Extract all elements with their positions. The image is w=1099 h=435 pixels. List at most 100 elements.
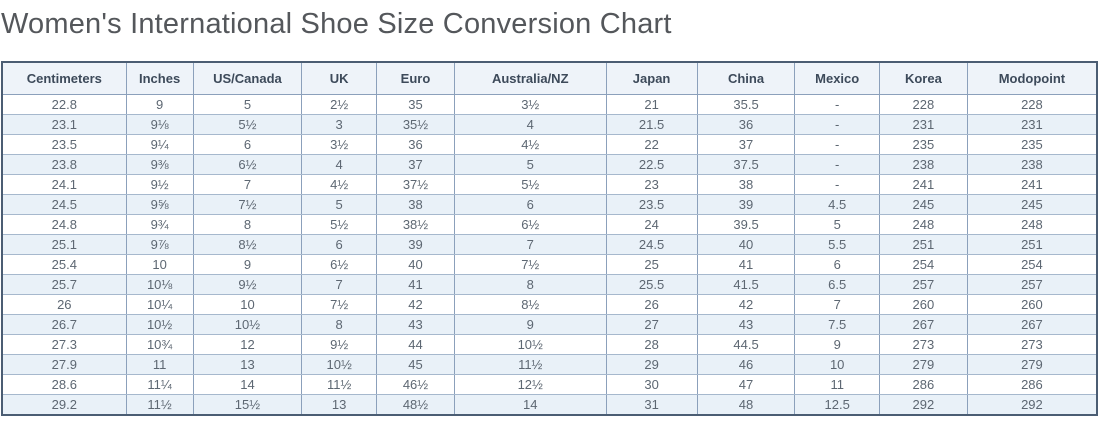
table-cell: 31 [605, 394, 698, 416]
table-cell: 37 [375, 154, 455, 175]
table-cell: 7.5 [794, 314, 880, 335]
table-cell: 11 [125, 354, 194, 375]
table-cell: 6 [453, 194, 607, 215]
table-cell: 44.5 [696, 334, 796, 355]
table-header: Centimeters Inches US/Canada UK Euro Australi… [1, 61, 1098, 95]
table-cell: 22.8 [1, 94, 127, 115]
table-cell: 4½ [301, 174, 377, 195]
table-cell: 8½ [192, 234, 303, 255]
table-cell: 238 [878, 154, 968, 175]
table-cell: 7 [301, 274, 377, 295]
table-cell: 5 [301, 194, 377, 215]
table-cell: - [794, 134, 880, 155]
table-cell: 38 [696, 174, 796, 195]
table-cell: 241 [878, 174, 968, 195]
table-cell: 23.1 [1, 114, 127, 135]
table-cell: 286 [966, 374, 1098, 395]
table-cell: 3½ [453, 94, 607, 115]
table-cell: 10½ [125, 314, 194, 335]
table-cell: 5 [453, 154, 607, 175]
table-cell: 6.5 [794, 274, 880, 295]
table-cell: 23 [605, 174, 698, 195]
table-cell: 24 [605, 214, 698, 235]
table-cell: 35 [375, 94, 455, 115]
table-cell: 6 [794, 254, 880, 275]
table-cell: 292 [966, 394, 1098, 416]
table-cell: 9⅝ [125, 194, 194, 215]
table-cell: 11½ [453, 354, 607, 375]
table-cell: 41.5 [696, 274, 796, 295]
table-cell: 24.8 [1, 214, 127, 235]
table-cell: 257 [966, 274, 1098, 295]
table-cell: 13 [192, 354, 303, 375]
table-cell: 35½ [375, 114, 455, 135]
table-cell: - [794, 174, 880, 195]
table-cell: 5 [794, 214, 880, 235]
table-cell: 26 [605, 294, 698, 315]
table-cell: 48 [696, 394, 796, 416]
table-row: 29.2 11½ 15½ 13 48½ 14 31 48 12.5 292 292 [1, 394, 1098, 416]
table-cell: 45 [375, 354, 455, 375]
table-cell: 11½ [301, 374, 377, 395]
table-cell: 7 [794, 294, 880, 315]
table-cell: 10 [794, 354, 880, 375]
conversion-table: Centimeters Inches US/Canada UK Euro Australi… [1, 61, 1098, 416]
table-cell: 10½ [192, 314, 303, 335]
table-cell: 43 [375, 314, 455, 335]
table-row: 23.8 9⅜ 6½ 4 37 5 22.5 37.5-238 238 [1, 154, 1098, 175]
table-body: 22.8 9 5 2½ 35 3½ 21 35.5-228 228 23.1 9⅛ 5½ 3 35½ 4 21… [1, 94, 1098, 416]
table-cell: 245 [878, 194, 968, 215]
table-cell: 4 [453, 114, 607, 135]
table-cell: 12.5 [794, 394, 880, 416]
table-cell: 254 [966, 254, 1098, 275]
header-row: Centimeters Inches US/Canada UK Euro Australi… [1, 61, 1098, 95]
table-cell: 9⅜ [125, 154, 194, 175]
table-cell: 9½ [301, 334, 377, 355]
table-cell: 37.5 [696, 154, 796, 175]
table-row: 24.8 9¾ 8 5½ 38½ 6½ 24 39.5 5 248 248 [1, 214, 1098, 235]
table-cell: 39.5 [696, 214, 796, 235]
table-row: 26.7 10½ 10½ 8 43 9 27 43 7.5 267 267 [1, 314, 1098, 335]
table-cell: 260 [878, 294, 968, 315]
table-cell: 48½ [375, 394, 455, 416]
table-row: 24.1 9½ 7 4½ 37½ 5½ 23 38-241 241 [1, 174, 1098, 195]
table-cell: 39 [696, 194, 796, 215]
table-cell: 23.5 [1, 134, 127, 155]
table-cell: 9⅛ [125, 114, 194, 135]
table-cell: 44 [375, 334, 455, 355]
table-cell: 245 [966, 194, 1098, 215]
table-cell: 273 [878, 334, 968, 355]
table-cell: 9⅞ [125, 234, 194, 255]
table-cell: 228 [966, 94, 1098, 115]
table-row: 24.5 9⅝ 7½ 5 38 6 23.5 39 4.5 245 245 [1, 194, 1098, 215]
column-header-centimeters: Centimeters [1, 61, 127, 95]
table-cell: 24.5 [1, 194, 127, 215]
table-cell: 292 [878, 394, 968, 416]
table-cell: 251 [966, 234, 1098, 255]
table-cell: 22 [605, 134, 698, 155]
table-cell: 5 [192, 94, 303, 115]
table-cell: 3 [301, 114, 377, 135]
table-cell: 37½ [375, 174, 455, 195]
table-cell: 25.4 [1, 254, 127, 275]
page-title: Women's International Shoe Size Conversi… [1, 8, 672, 40]
table-cell: 235 [878, 134, 968, 155]
table-cell: 228 [878, 94, 968, 115]
table-cell: 46½ [375, 374, 455, 395]
table-cell: 39 [375, 234, 455, 255]
table-cell: 21 [605, 94, 698, 115]
table-cell: - [794, 94, 880, 115]
table-cell: 248 [966, 214, 1098, 235]
table-cell: 35.5 [696, 94, 796, 115]
table-cell: 24.5 [605, 234, 698, 255]
table-cell: 260 [966, 294, 1098, 315]
table-cell: - [794, 114, 880, 135]
table-cell: 40 [375, 254, 455, 275]
table-cell: 9¼ [125, 134, 194, 155]
table-cell: 10½ [301, 354, 377, 375]
table-cell: 22.5 [605, 154, 698, 175]
table-cell: 8½ [453, 294, 607, 315]
table-cell: 15½ [192, 394, 303, 416]
table-cell: 9½ [125, 174, 194, 195]
table-cell: 41 [696, 254, 796, 275]
